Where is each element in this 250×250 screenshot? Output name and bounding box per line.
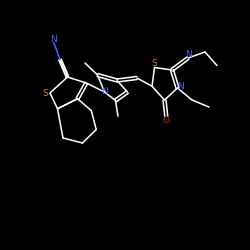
Text: N: N [50,35,57,44]
Text: O: O [163,116,170,125]
Text: N: N [101,88,108,96]
Text: S: S [43,88,48,98]
Text: S: S [152,58,158,68]
Text: N: N [177,82,184,91]
Text: N: N [184,50,192,59]
